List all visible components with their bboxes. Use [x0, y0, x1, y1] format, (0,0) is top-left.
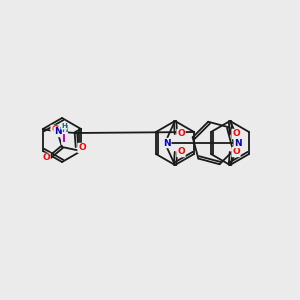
Text: N: N — [54, 128, 62, 136]
Text: I: I — [62, 134, 66, 144]
Text: O: O — [177, 130, 185, 139]
Text: H: H — [61, 124, 67, 134]
Text: O: O — [232, 130, 240, 139]
Text: N: N — [234, 139, 242, 148]
Text: O: O — [78, 143, 86, 152]
Text: H: H — [61, 123, 67, 129]
Text: O: O — [232, 148, 240, 157]
Text: O: O — [177, 148, 185, 157]
Text: N: N — [163, 139, 171, 148]
Text: O: O — [42, 154, 50, 163]
Text: O: O — [51, 125, 59, 134]
